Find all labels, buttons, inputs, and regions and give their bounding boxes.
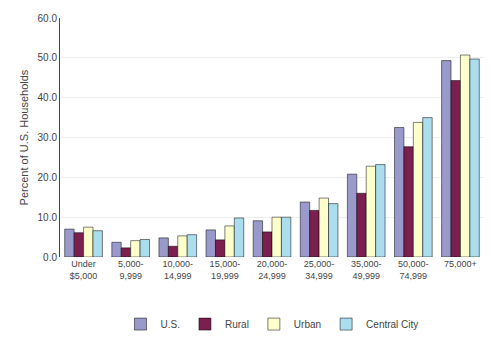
svg-text:0.0: 0.0 [43,252,57,263]
svg-text:40.0: 40.0 [38,92,58,103]
svg-text:35,000-49,999: 35,000-49,999 [351,259,382,281]
svg-text:50.0: 50.0 [38,52,58,63]
svg-text:Central City: Central City [366,319,418,330]
svg-text:60.0: 60.0 [38,13,58,24]
svg-text:Urban: Urban [294,319,321,330]
svg-text:10,000-14,999: 10,000-14,999 [163,259,194,281]
svg-text:50,000-74,999: 50,000-74,999 [398,259,429,281]
svg-text:Percent of U.S. Households: Percent of U.S. Households [18,69,30,205]
svg-text:25,000-34,999: 25,000-34,999 [304,259,335,281]
svg-text:20.0: 20.0 [38,172,58,183]
svg-text:30.0: 30.0 [38,132,58,143]
svg-text:15,000-19,999: 15,000-19,999 [210,259,241,281]
svg-text:Under$5,000: Under$5,000 [70,259,98,281]
svg-text:Rural: Rural [225,319,249,330]
svg-text:10.0: 10.0 [38,212,58,223]
svg-text:U.S.: U.S. [161,319,180,330]
svg-text:5,000-9,999: 5,000-9,999 [118,259,144,281]
svg-text:75,000+: 75,000+ [444,259,477,269]
svg-text:20,000-24,999: 20,000-24,999 [257,259,288,281]
